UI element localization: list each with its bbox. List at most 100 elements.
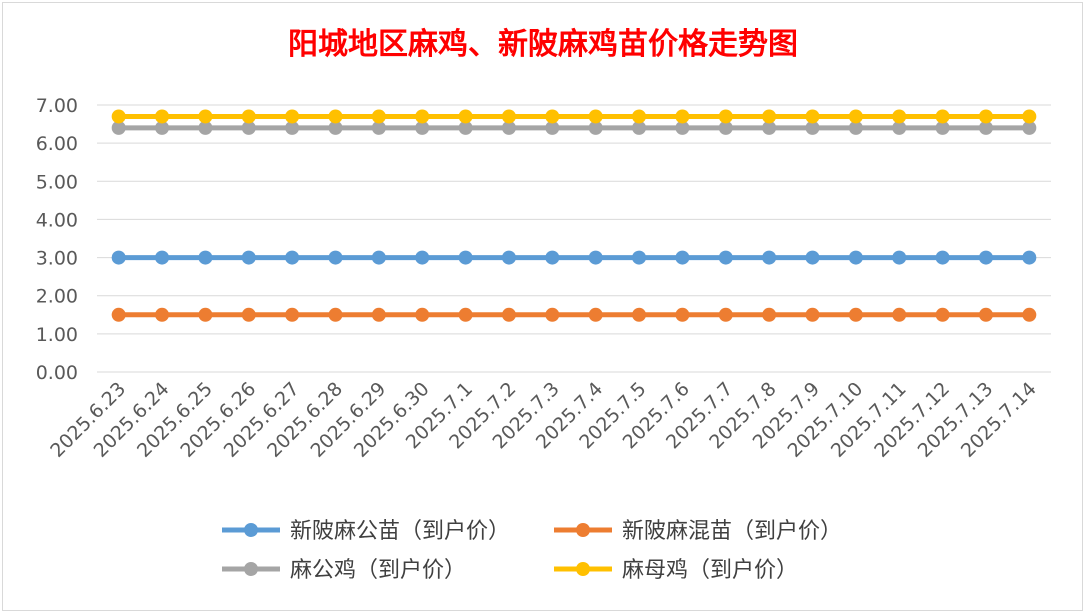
data-point (892, 120, 907, 135)
data-point (1022, 250, 1037, 265)
data-point (111, 307, 126, 322)
data-point (285, 250, 300, 265)
data-point (718, 109, 733, 124)
data-point (155, 120, 170, 135)
data-point (805, 109, 820, 124)
data-point (111, 109, 126, 124)
data-point (501, 120, 516, 135)
data-point (892, 307, 907, 322)
data-point (588, 307, 603, 322)
legend-marker (244, 523, 258, 537)
data-point (371, 307, 386, 322)
data-point (718, 307, 733, 322)
data-point (805, 250, 820, 265)
legend-entry: 麻公鸡（到户价） (222, 558, 466, 583)
data-point (371, 120, 386, 135)
data-point (805, 307, 820, 322)
data-point (285, 109, 300, 124)
legend-label: 新陂麻公苗（到户价） (290, 519, 510, 544)
series-1 (111, 307, 1037, 322)
data-point (1022, 109, 1037, 124)
data-point (1022, 307, 1037, 322)
data-point (328, 307, 343, 322)
legend-label: 麻公鸡（到户价） (290, 558, 466, 583)
legend-label: 新陂麻混苗（到户价） (622, 519, 842, 544)
data-point (848, 250, 863, 265)
data-point (415, 109, 430, 124)
data-point (371, 250, 386, 265)
data-point (198, 307, 213, 322)
data-point (371, 109, 386, 124)
data-point (892, 250, 907, 265)
data-point (458, 109, 473, 124)
data-point (675, 120, 690, 135)
data-point (632, 250, 647, 265)
data-point (632, 109, 647, 124)
series-0 (111, 250, 1037, 265)
data-point (198, 250, 213, 265)
y-tick-label: 2.00 (36, 286, 78, 308)
data-point (501, 250, 516, 265)
data-point (588, 109, 603, 124)
y-axis-ticks: 0.00 1.00 2.00 3.00 4.00 5.00 6.00 7.00 (36, 95, 78, 384)
data-point (458, 250, 473, 265)
data-point (1022, 120, 1037, 135)
data-point (718, 120, 733, 135)
data-point (501, 109, 516, 124)
data-point (328, 250, 343, 265)
data-point (978, 120, 993, 135)
data-point (155, 250, 170, 265)
data-point (632, 120, 647, 135)
legend-entry: 麻母鸡（到户价） (554, 558, 798, 583)
data-point (545, 307, 560, 322)
data-point (762, 109, 777, 124)
data-point (848, 109, 863, 124)
data-point (285, 307, 300, 322)
data-point (935, 250, 950, 265)
x-axis-ticks: 2025.6.232025.6.242025.6.252025.6.262025… (46, 378, 1041, 462)
data-point (415, 120, 430, 135)
data-point (978, 307, 993, 322)
y-tick-label: 4.00 (36, 209, 78, 231)
data-point (588, 250, 603, 265)
data-point (285, 120, 300, 135)
data-point (415, 307, 430, 322)
data-point (545, 109, 560, 124)
y-tick-label: 0.00 (36, 362, 78, 384)
legend-entry: 新陂麻混苗（到户价） (554, 519, 842, 544)
data-point (675, 109, 690, 124)
data-point (892, 109, 907, 124)
data-point (718, 250, 733, 265)
data-point (762, 307, 777, 322)
legend-label: 麻母鸡（到户价） (622, 558, 798, 583)
data-point (198, 120, 213, 135)
data-point (632, 307, 647, 322)
data-point (762, 120, 777, 135)
data-point (978, 250, 993, 265)
data-point (155, 109, 170, 124)
series-layer (111, 109, 1037, 322)
y-tick-label: 1.00 (36, 324, 78, 346)
data-point (458, 307, 473, 322)
y-tick-label: 6.00 (36, 133, 78, 155)
legend: 新陂麻公苗（到户价） 新陂麻混苗（到户价） 麻公鸡（到户价） 麻母鸡（到户价） (222, 519, 842, 583)
data-point (545, 250, 560, 265)
series-3 (111, 109, 1037, 124)
data-point (328, 109, 343, 124)
legend-marker (244, 562, 258, 576)
data-point (935, 120, 950, 135)
y-tick-label: 7.00 (36, 95, 78, 117)
data-point (415, 250, 430, 265)
chart-title: 阳城地区麻鸡、新陂麻鸡苗价格走势图 (288, 27, 798, 62)
data-point (848, 120, 863, 135)
data-point (501, 307, 516, 322)
data-point (545, 120, 560, 135)
data-point (241, 307, 256, 322)
legend-marker (576, 523, 590, 537)
data-point (155, 307, 170, 322)
data-point (241, 109, 256, 124)
data-point (935, 109, 950, 124)
